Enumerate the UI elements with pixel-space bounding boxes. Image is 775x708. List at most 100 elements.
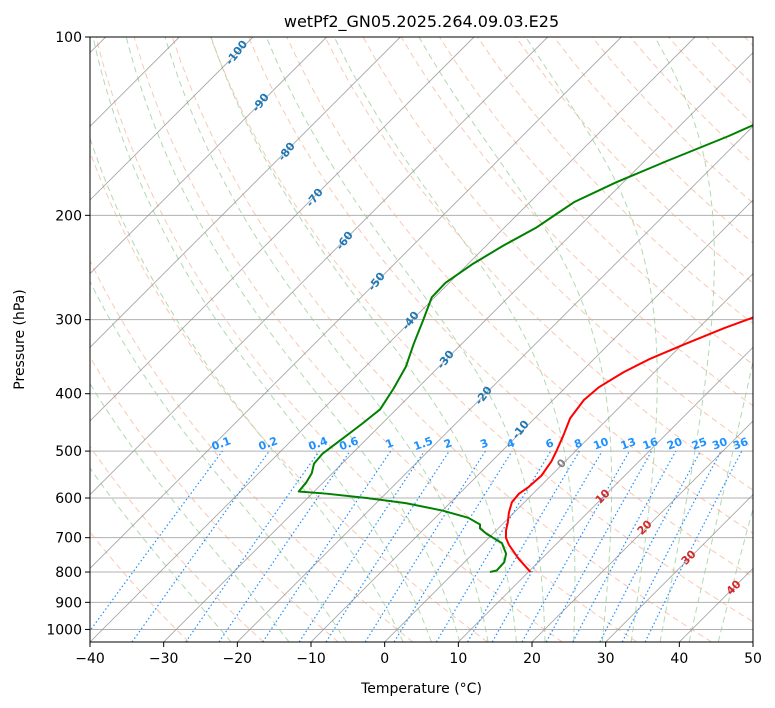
dry-adiabat-line xyxy=(90,259,414,642)
moist-adiabat-line xyxy=(525,37,658,642)
mixing-ratio-line xyxy=(521,450,631,642)
x-tick-label: −20 xyxy=(223,651,253,667)
isotherm-line xyxy=(458,346,753,642)
x-tick-label: −10 xyxy=(296,651,326,667)
isotherm-line xyxy=(90,37,254,201)
mixing-ratio-label: 0.6 xyxy=(338,434,361,453)
mixing-ratio-line xyxy=(218,450,351,642)
dewpoint-profile-line xyxy=(297,124,753,574)
isotherm-line xyxy=(90,37,401,348)
y-tick-label: 200 xyxy=(55,208,82,224)
temperature-profile-line xyxy=(504,316,753,573)
y-tick-label: 700 xyxy=(55,531,82,547)
moist-adiabat-line xyxy=(333,37,576,642)
x-tick-label: 30 xyxy=(597,651,615,667)
y-tick-label: 100 xyxy=(55,30,82,46)
mixing-ratio-label: 0.2 xyxy=(257,434,280,453)
mixing-ratio-line xyxy=(325,450,450,642)
dry-adiabat-line xyxy=(515,37,753,284)
mixing-ratio-line xyxy=(131,450,270,642)
y-tick-label: 500 xyxy=(55,444,82,460)
moist-adiabat-line xyxy=(717,506,753,642)
mixing-ratio-label: 3 xyxy=(478,436,490,451)
moist-adiabat-line xyxy=(654,37,715,642)
mixing-ratio-label: 13 xyxy=(619,435,638,452)
y-tick-label: 600 xyxy=(55,491,82,507)
dry-adiabat-line xyxy=(95,37,563,642)
dry-adiabat-line xyxy=(171,37,712,642)
mixing-ratio-label: 36 xyxy=(731,435,750,453)
mixing-ratio-label: 1 xyxy=(384,436,396,451)
isotherm-line xyxy=(384,273,753,642)
mixing-ratio-lines xyxy=(90,450,743,642)
mixing-ratio-line xyxy=(185,450,320,642)
y-tick-label: 1000 xyxy=(46,622,82,638)
mixing-ratio-label: 16 xyxy=(641,435,660,453)
background-grid xyxy=(90,37,753,630)
dry-adiabat-line xyxy=(286,37,753,534)
moist-adiabat-line xyxy=(90,382,290,642)
mixing-ratio-line xyxy=(572,450,677,642)
y-tick-label: 900 xyxy=(55,595,82,611)
mixing-ratio-label: 2 xyxy=(442,436,454,451)
isotherm-line xyxy=(163,52,753,642)
mixing-ratio-label: 0.4 xyxy=(307,434,330,453)
x-tick-label: −40 xyxy=(75,651,105,667)
isotherm-line xyxy=(531,420,753,642)
dry-adiabat-line xyxy=(248,37,753,578)
moist-adiabat-line xyxy=(210,37,517,642)
x-tick-label: 10 xyxy=(449,651,467,667)
mixing-ratio-line xyxy=(298,450,425,642)
isotherm-line xyxy=(90,37,475,422)
mixing-ratio-label: 0.1 xyxy=(210,434,233,453)
dry-adiabat-line xyxy=(210,37,753,623)
isotherm-line xyxy=(237,125,753,642)
moist-adiabat-line xyxy=(125,37,461,642)
chart-title: wetPf2_GN05.2025.264.09.03.E25 xyxy=(284,12,559,32)
isotherm-line xyxy=(605,494,753,642)
dry-adiabat-line xyxy=(90,445,264,642)
moist-adiabat-line xyxy=(90,467,232,642)
x-tick-label: 20 xyxy=(523,651,541,667)
y-axis-label: Pressure (hPa) xyxy=(12,289,28,389)
mixing-ratio-line xyxy=(393,450,513,642)
isotherm-line xyxy=(90,37,622,569)
x-tick-label: 50 xyxy=(744,651,762,667)
dry-adiabat-line xyxy=(324,37,753,491)
mixing-ratio-label: 4 xyxy=(505,436,517,451)
y-tick-label: 800 xyxy=(55,565,82,581)
x-tick-label: −30 xyxy=(149,651,179,667)
mixing-ratio-label: 1.5 xyxy=(412,434,435,453)
mixing-ratio-label: 8 xyxy=(572,436,584,451)
y-axis: 100 200 300 400 500 600 700 800 900 1000 xyxy=(46,30,90,638)
dry-adiabat-line xyxy=(90,356,339,642)
mixing-ratio-label: 6 xyxy=(544,436,556,451)
moist-adiabat-line xyxy=(90,280,347,642)
moist-adiabat-line xyxy=(418,37,613,642)
x-axis-label: Temperature (°C) xyxy=(360,681,482,697)
mixing-ratio-label: 25 xyxy=(690,435,709,452)
mixing-ratio-label: 20 xyxy=(665,435,684,453)
x-tick-label: 0 xyxy=(380,651,389,667)
x-tick-label: 40 xyxy=(670,651,688,667)
isotherms xyxy=(90,37,753,642)
x-axis: −40 −30 −20 −10 0 10 20 30 40 50 xyxy=(75,642,762,667)
mixing-ratio-label: 10 xyxy=(592,435,611,453)
isotherm-line xyxy=(90,37,696,642)
plot-area: 0.1 0.2 0.4 0.6 1 1.5 2 3 4 6 8 10 13 16 20 25 30 36-100-… xyxy=(90,37,753,642)
moist-adiabat-line xyxy=(265,37,546,642)
moist-adiabat-line xyxy=(92,37,432,642)
isotherm-line xyxy=(90,37,548,496)
dry-adiabat-line xyxy=(133,37,638,642)
mixing-ratio-line xyxy=(262,450,392,642)
profile-series xyxy=(297,124,753,574)
plot-frame xyxy=(89,36,754,643)
y-tick-label: 300 xyxy=(55,313,82,329)
dry-adiabats xyxy=(90,37,753,642)
isotherm-line xyxy=(310,199,753,642)
moist-adiabat-line xyxy=(688,358,753,642)
y-tick-label: 400 xyxy=(55,387,82,403)
mixing-ratio-line xyxy=(90,450,223,632)
